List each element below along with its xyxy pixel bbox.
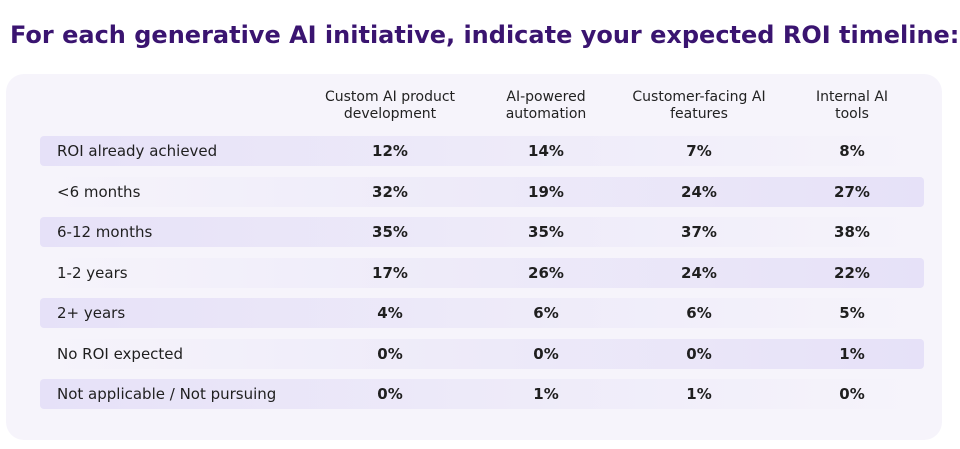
table-row: 1-2 years 17% 26% 24% 22% — [40, 257, 924, 288]
row-label: <6 months — [57, 182, 141, 201]
table-cell: 19% — [528, 182, 564, 201]
table-cell: 1% — [839, 344, 865, 363]
table-row: Not applicable / Not pursuing 0% 1% 1% 0% — [40, 379, 924, 409]
row-label: Not applicable / Not pursuing — [57, 385, 277, 403]
table-cell: 38% — [834, 223, 870, 241]
table-cell: 12% — [372, 142, 408, 160]
table-row: 6-12 months 35% 35% 37% 38% — [40, 217, 924, 247]
table-row: No ROI expected 0% 0% 0% 1% — [40, 338, 924, 369]
table-cell: 37% — [681, 223, 717, 241]
table-cell: 24% — [681, 182, 717, 201]
column-header-line: Customer-facing AI — [632, 89, 766, 105]
row-label: No ROI expected — [57, 344, 184, 363]
table-cell: 26% — [528, 263, 564, 282]
table-cell: 24% — [681, 263, 717, 282]
row-label: ROI already achieved — [57, 142, 218, 160]
chart-title: For each generative AI initiative, indic… — [10, 21, 960, 49]
column-header-line: tools — [835, 106, 869, 122]
row-label: 1-2 years — [57, 263, 128, 282]
table-cell: 0% — [839, 385, 865, 403]
table-cell: 0% — [686, 344, 712, 363]
table-cell: 5% — [839, 304, 865, 322]
table-cell: 1% — [686, 385, 712, 403]
table-cell: 22% — [834, 263, 870, 282]
column-header: Customer-facing AI features — [624, 86, 774, 126]
table-row: 2+ years 4% 6% 6% 5% — [40, 298, 924, 328]
table-row: ROI already achieved 12% 14% 7% 8% — [40, 136, 924, 166]
table-cell: 35% — [372, 223, 408, 241]
column-header: AI-powered automation — [471, 86, 621, 126]
table-cell: 7% — [686, 142, 712, 160]
table-cell: 6% — [533, 304, 559, 322]
row-label: 6-12 months — [57, 223, 153, 241]
table-cell: 27% — [834, 182, 870, 201]
row-label: 2+ years — [57, 304, 126, 322]
column-header: Internal AI tools — [777, 86, 927, 126]
table-cell: 14% — [528, 142, 564, 160]
table-cell: 35% — [528, 223, 564, 241]
table-cell: 8% — [839, 142, 865, 160]
column-header-line: development — [343, 106, 437, 122]
table-cell: 17% — [372, 263, 408, 282]
column-header-line: features — [670, 106, 728, 122]
table-cell: 4% — [377, 304, 403, 322]
column-header-line: AI-powered — [506, 89, 586, 105]
table-cell: 32% — [372, 182, 408, 201]
table-cell: 0% — [533, 344, 559, 363]
column-header-line: Internal AI — [815, 89, 889, 105]
column-header: Custom AI product development — [315, 86, 465, 126]
table-cell: 1% — [533, 385, 559, 403]
table-cell: 6% — [686, 304, 712, 322]
table-cell: 0% — [377, 385, 403, 403]
table-row: <6 months 32% 19% 24% 27% — [40, 176, 924, 207]
table-cell: 0% — [377, 344, 403, 363]
column-header-line: Custom AI product — [324, 89, 456, 105]
column-header-line: automation — [505, 106, 587, 122]
